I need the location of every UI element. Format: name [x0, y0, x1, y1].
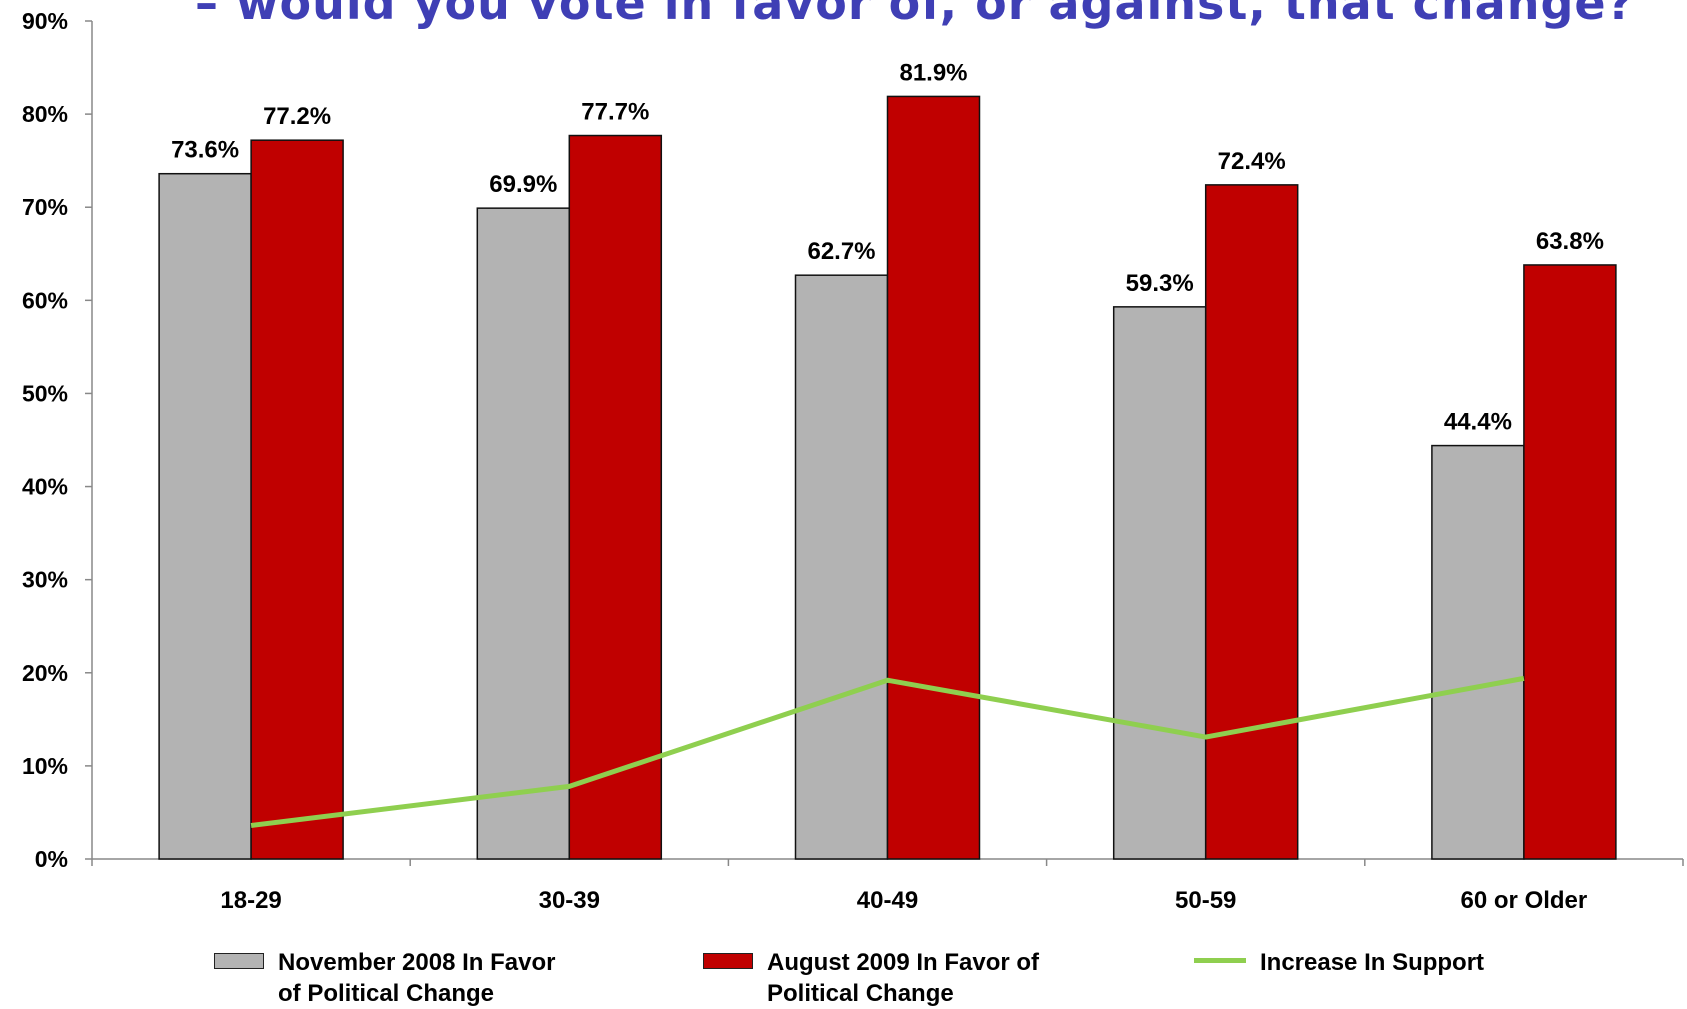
legend-label-nov-line2: of Political Change [278, 980, 495, 1007]
data-label: 81.9% [899, 59, 967, 86]
data-label: 69.9% [489, 171, 557, 198]
bar-nov-2008 [1112, 306, 1207, 860]
x-tick-label: 30-39 [539, 887, 600, 914]
legend-label-nov: November 2008 In Favor of Political Chan… [278, 947, 555, 1009]
y-tick-label: 70% [22, 194, 68, 220]
legend-label-aug-line2: Political Change [767, 980, 954, 1007]
legend-item-increase: Increase In Support [1194, 947, 1484, 978]
legend-label-increase: Increase In Support [1260, 949, 1485, 976]
legend-item-aug: August 2009 In Favor of Political Change [703, 947, 1039, 1009]
legend-label-aug: August 2009 In Favor of Political Change [767, 947, 1039, 1009]
chart-title: – would you vote in favor of, or against… [195, 0, 1635, 30]
y-tick-label: 0% [35, 846, 68, 872]
bar-nov-2008 [158, 172, 252, 860]
bars [158, 95, 1617, 860]
legend-label-nov-line1: November 2008 In Favor [278, 949, 556, 976]
legend-line-increase [1194, 958, 1246, 963]
legend-item-nov: November 2008 In Favor of Political Chan… [214, 947, 555, 1009]
data-label: 72.4% [1218, 148, 1286, 175]
bar-aug-2009 [1204, 184, 1299, 860]
y-tick-label: 60% [22, 287, 68, 313]
bar-aug-2009 [1523, 264, 1617, 860]
legend-swatch-nov [214, 953, 264, 969]
data-label: 73.6% [171, 137, 239, 164]
legend-label-aug-line1: August 2009 In Favor of [767, 949, 1040, 976]
y-tick-label: 10% [22, 753, 68, 779]
x-tick-label: 40-49 [857, 887, 918, 914]
y-tick-label: 90% [22, 8, 68, 34]
data-label: 77.2% [263, 103, 331, 130]
increase-in-support-line [250, 675, 1525, 828]
data-label: 59.3% [1126, 270, 1194, 297]
x-tick-label: 60 or Older [1461, 887, 1588, 914]
bar-aug-2009 [568, 134, 663, 860]
bar-nov-2008 [476, 207, 571, 860]
y-axis: 0% 10% 20% 30% 40% 50% 60% 70% 80% 90% [22, 8, 93, 872]
bar-nov-2008 [794, 274, 889, 860]
bar-aug-2009 [886, 95, 981, 860]
y-tick-label: 80% [22, 101, 68, 127]
data-label: 44.4% [1444, 409, 1512, 436]
data-label: 77.7% [581, 99, 649, 126]
y-tick-label: 30% [22, 567, 68, 593]
data-label: 63.8% [1536, 228, 1604, 255]
x-axis: 18-29 30-39 40-49 50-59 60 or Older [91, 858, 1684, 914]
x-tick-label: 50-59 [1175, 887, 1236, 914]
y-tick-label: 20% [22, 660, 68, 686]
increase-line [250, 675, 1525, 828]
bar-aug-2009 [250, 139, 344, 860]
legend-swatch-aug [703, 953, 753, 969]
bar-nov-2008 [1431, 444, 1525, 860]
data-labels: 73.6% 69.9% 62.7% 59.3% 44.4% 77.2% 77.7% 81.9%… [171, 59, 1604, 435]
data-label: 62.7% [807, 238, 875, 265]
x-tick-label: 18-29 [220, 887, 281, 914]
legend: November 2008 In Favor of Political Chan… [0, 947, 1687, 1009]
y-tick-label: 50% [22, 380, 68, 406]
y-tick-label: 40% [22, 474, 68, 500]
bar-chart: 0% 10% 20% 30% 40% 50% 60% 70% 80% 90% 18-29 30-39… [22, 8, 1684, 914]
